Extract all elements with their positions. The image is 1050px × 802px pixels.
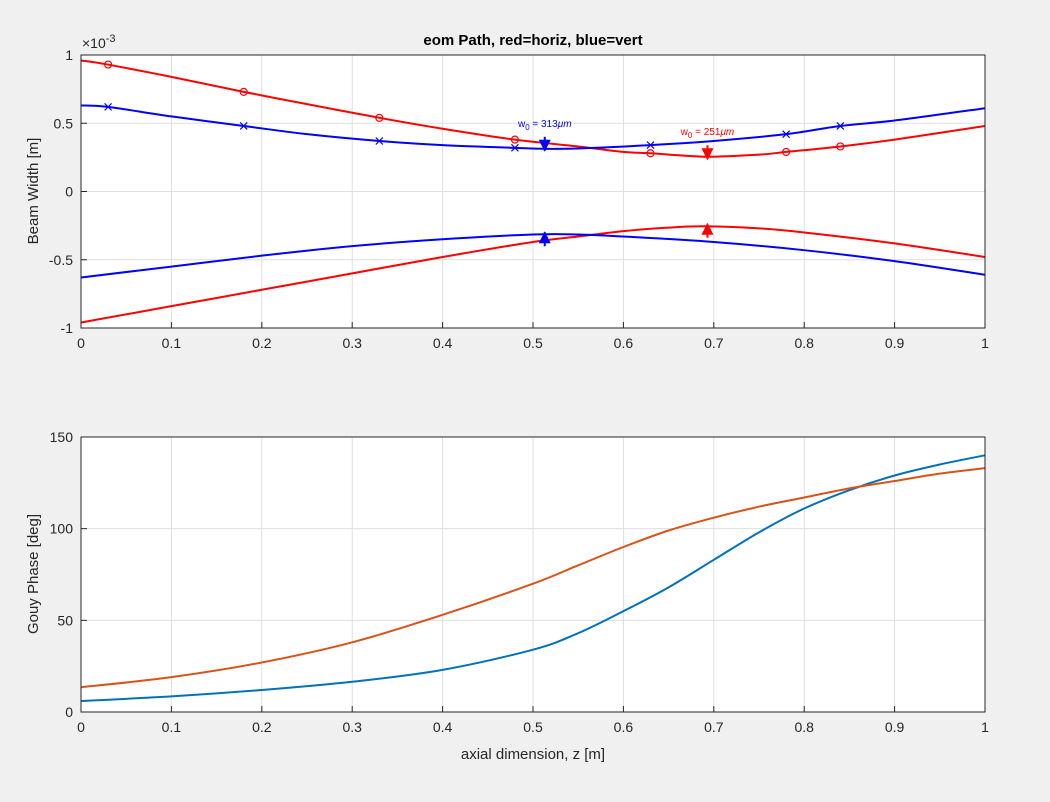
gouy-phase-axes: 0 0.1 0.2 0.3 0.4 0.5 0.6 0.7 0.8 0.9 1 050100150 … (25, 429, 989, 763)
x-marker (104, 102, 113, 111)
x-tick-label: 0.1 (162, 335, 182, 351)
x-marker (836, 122, 845, 130)
y-tick-label: -0.5 (49, 252, 73, 268)
y-exponent-power: -3 (106, 33, 116, 45)
series-line-2 (80, 225, 986, 324)
series-line-1 (80, 104, 986, 150)
x-marker (782, 130, 791, 139)
x-tick-label: 1 (981, 335, 989, 351)
x-tick-label: 0.5 (523, 335, 543, 351)
beam-width-y-ticks: -1 -0.5 0 0.5 1 (49, 47, 87, 336)
circle-marker (646, 149, 655, 158)
chart-title: eom Path, red=horiz, blue=vert (423, 32, 642, 49)
waist-arrow-bottom (538, 231, 551, 244)
y-tick-label: -1 (61, 320, 74, 336)
series-line-1 (80, 467, 986, 689)
y-exponent-base: ×10 (82, 35, 106, 51)
gouy-phase-x-ticks: 0 0.1 0.2 0.3 0.4 0.5 0.6 0.7 0.8 0.9 1 (77, 706, 989, 735)
waist-label: w0 = 313μm (517, 119, 572, 132)
x-tick-label: 0.9 (885, 335, 905, 351)
gouy-phase-y-ticks: 0 50 100 150 (50, 429, 87, 720)
x-tick-label: 0.1 (162, 719, 182, 735)
beam-width-waists-group: w0 = 313μm w0 = 251μm (517, 119, 735, 247)
x-tick-label: 0.4 (433, 335, 453, 351)
waist-arrow-bottom (701, 222, 714, 235)
series-line-3 (80, 233, 986, 279)
x-marker (646, 141, 655, 150)
waist-marker-0: w0 = 313μm (517, 119, 572, 247)
x-tick-label: 0 (77, 719, 85, 735)
x-tick-label: 0.4 (433, 719, 453, 735)
gouy-phase-xlabel: axial dimension, z [m] (461, 746, 605, 763)
x-tick-label: 0.6 (614, 335, 634, 351)
gouy-phase-series-group (80, 454, 986, 702)
y-tick-label: 0 (65, 704, 73, 720)
x-tick-label: 0.3 (342, 335, 362, 351)
y-tick-label: 0 (65, 184, 73, 200)
circle-marker (782, 147, 791, 157)
x-tick-label: 1 (981, 719, 989, 735)
x-tick-label: 0.3 (342, 719, 362, 735)
gouy-phase-ylabel: Gouy Phase [deg] (25, 514, 42, 634)
x-tick-label: 0.6 (614, 719, 634, 735)
circle-marker (510, 135, 520, 144)
x-tick-label: 0 (77, 335, 85, 351)
gouy-phase-grid (81, 437, 985, 712)
y-tick-label: 1 (65, 47, 73, 63)
x-tick-label: 0.9 (885, 719, 905, 735)
beam-width-series-group (80, 59, 986, 324)
beam-width-x-ticks: 0 0.1 0.2 0.3 0.4 0.5 0.6 0.7 0.8 0.9 1 (77, 322, 989, 351)
x-marker (375, 137, 384, 145)
waist-arrow-top (538, 139, 551, 152)
series-line-0 (80, 59, 986, 158)
x-tick-label: 0.8 (794, 335, 814, 351)
y-tick-label: 150 (50, 429, 74, 445)
x-tick-label: 0.2 (252, 719, 272, 735)
beam-width-markers-group (104, 60, 845, 158)
x-tick-label: 0.2 (252, 335, 272, 351)
x-tick-label: 0.7 (704, 719, 724, 735)
waist-marker-1: w0 = 251μm (680, 127, 735, 238)
circle-marker (104, 60, 113, 69)
x-tick-label: 0.8 (794, 719, 814, 735)
beam-width-ylabel: Beam Width [m] (25, 138, 42, 245)
x-marker (239, 122, 248, 130)
x-marker (510, 143, 519, 152)
y-tick-label: 0.5 (54, 115, 74, 131)
waist-label: w0 = 251μm (680, 127, 735, 140)
y-tick-label: 100 (50, 521, 74, 537)
circle-marker (375, 113, 384, 122)
beam-width-axes: w0 = 313μm w0 = 251μm 0 0.1 0.2 0.3 0.4 0.5 0.6… (25, 32, 989, 351)
circle-marker (239, 87, 248, 96)
x-tick-label: 0.5 (523, 719, 543, 735)
x-tick-label: 0.7 (704, 335, 724, 351)
y-tick-label: 50 (57, 612, 73, 628)
circle-marker (836, 142, 845, 151)
waist-arrow-top (701, 148, 714, 161)
y-exponent-label: ×10-3 (82, 33, 116, 51)
